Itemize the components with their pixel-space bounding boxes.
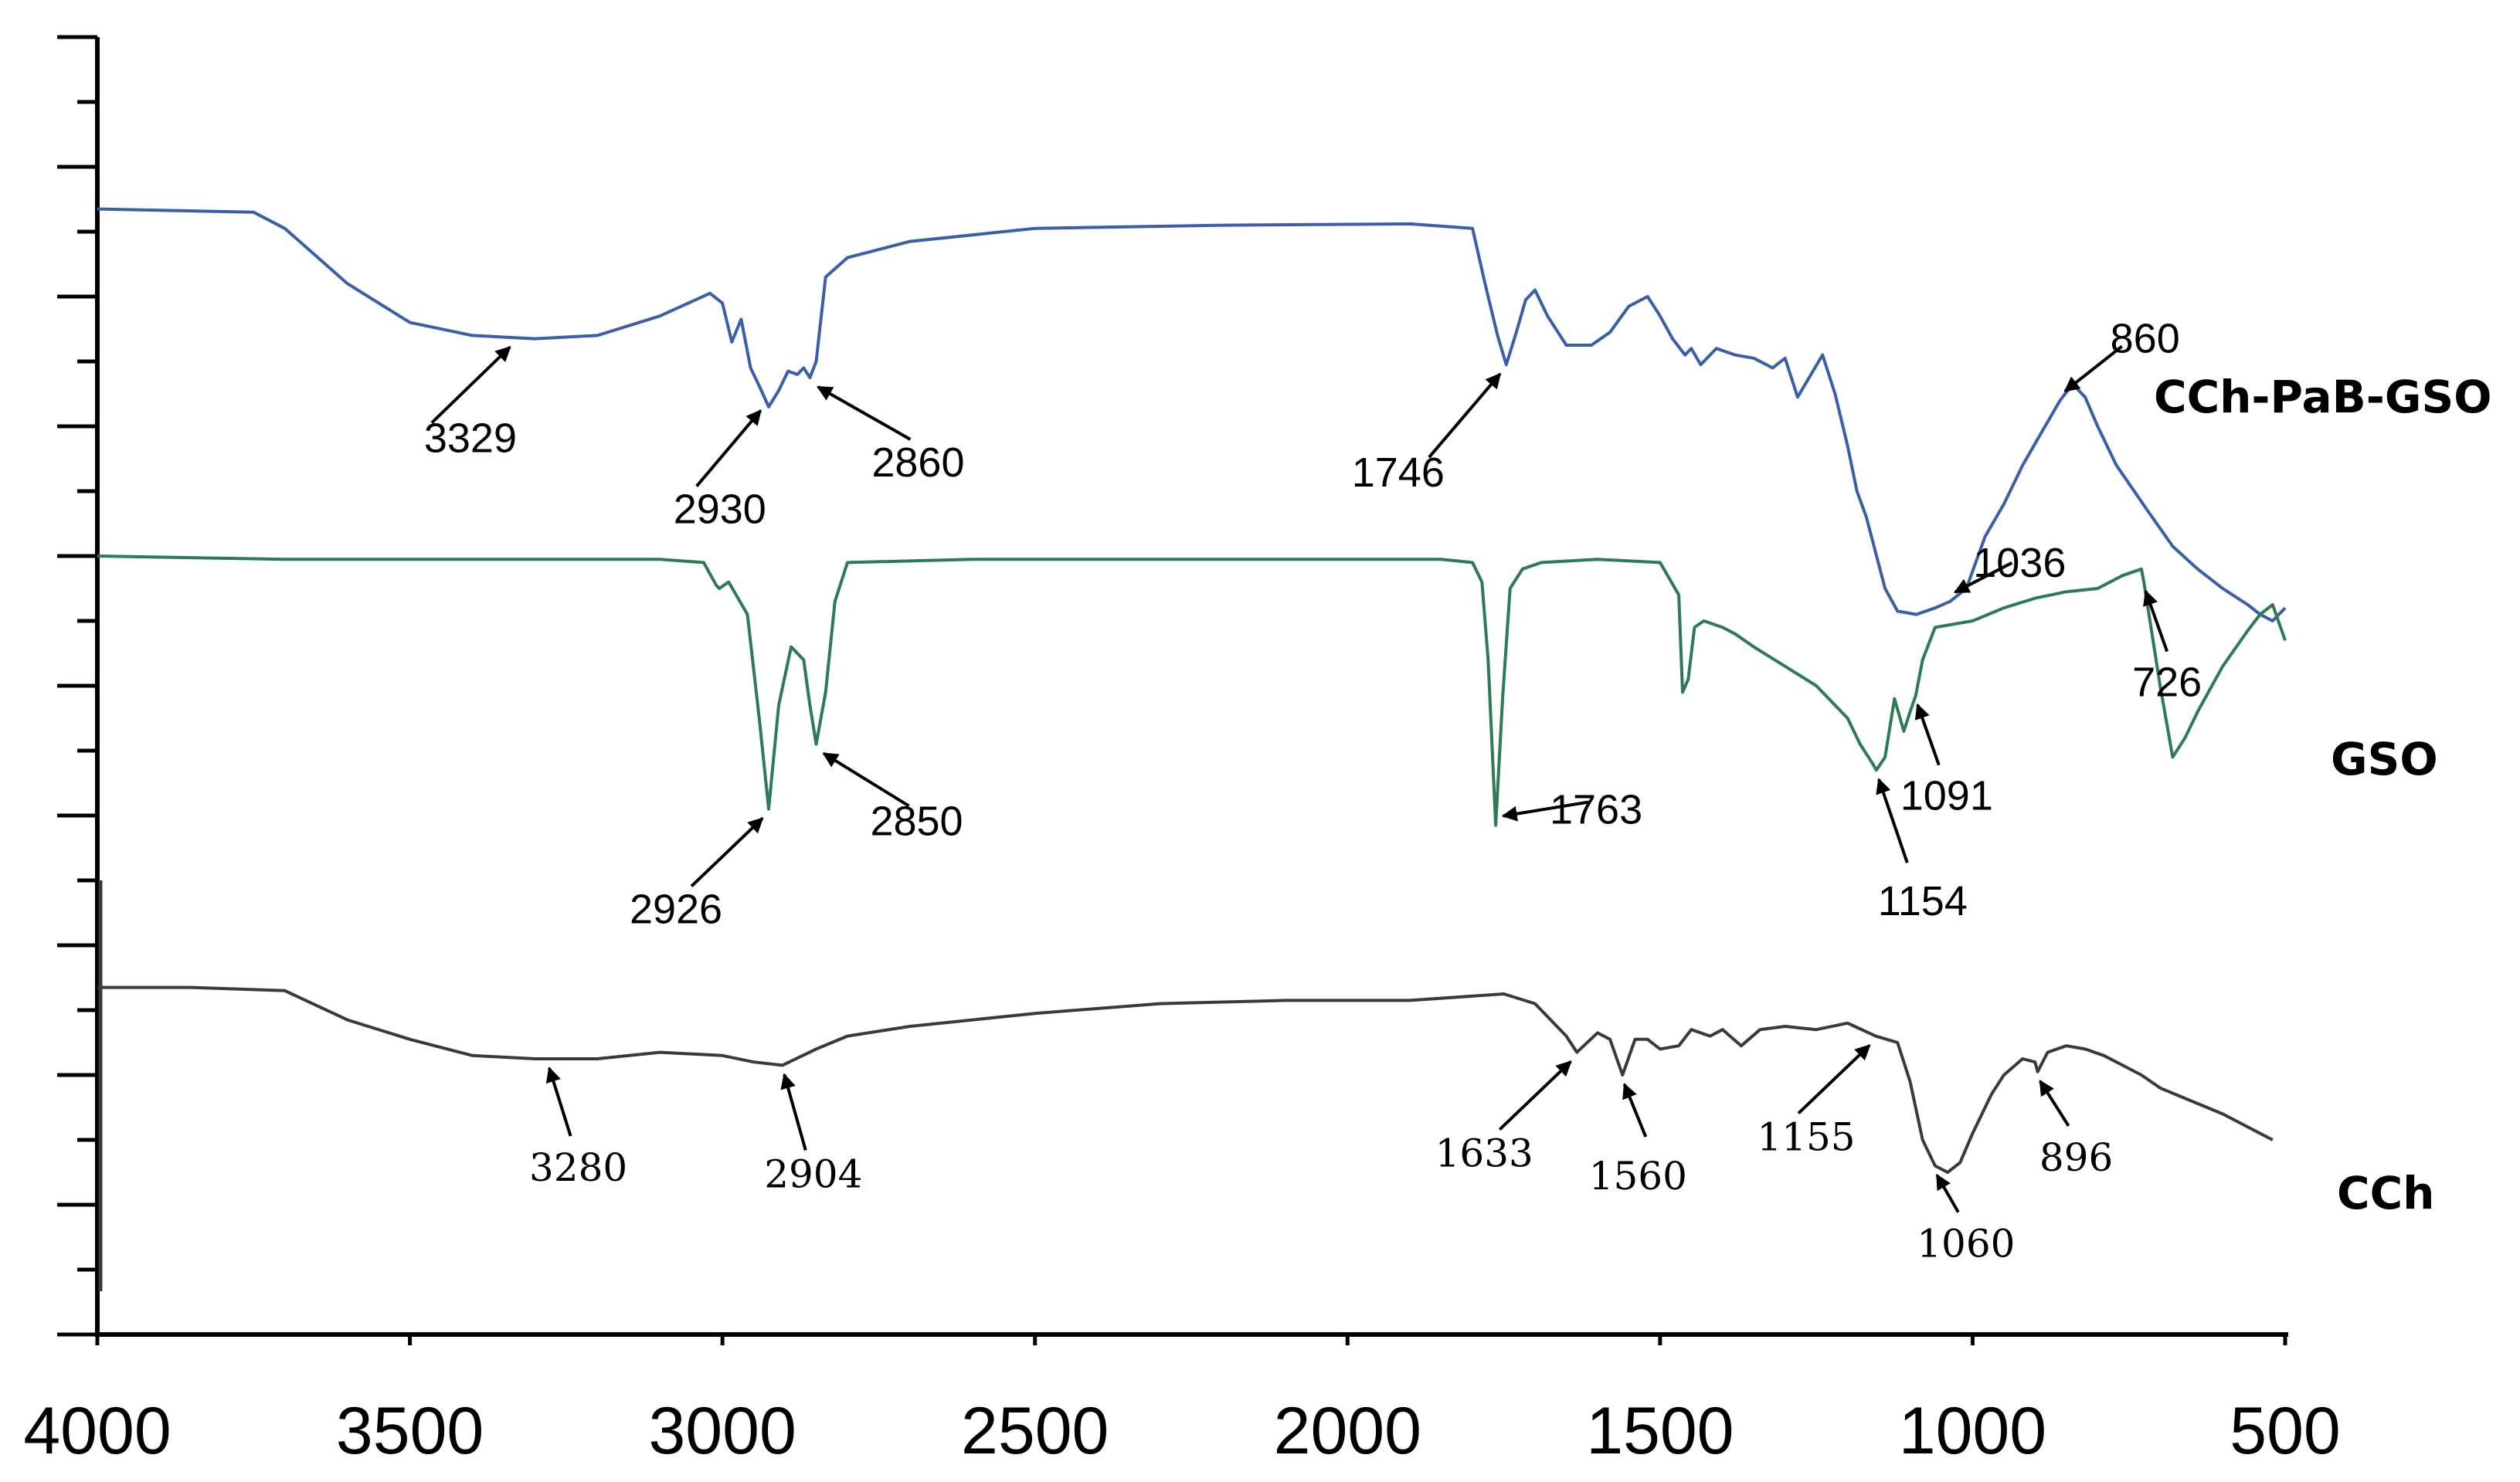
series-layer [97, 207, 2287, 1291]
peak-annotation-label: 1091 [1900, 773, 1993, 819]
annotation-arrow [1498, 1060, 1572, 1131]
peak-annotation-label: 2850 [870, 799, 963, 845]
annotation-arrow [2039, 1080, 2070, 1127]
annotation-arrow [1876, 778, 1909, 863]
annotation-arrow [1428, 372, 1502, 459]
peak-annotation-label: 1560 [1589, 1154, 1687, 1199]
peak-annotation-label: 3329 [424, 415, 517, 461]
x-tick-label: 500 [2230, 1394, 2341, 1468]
peak-annotation-label: 2904 [764, 1151, 862, 1196]
x-tick-label: 4000 [23, 1394, 171, 1468]
series-line-cch [97, 985, 2274, 1174]
x-tick-label: 3500 [336, 1394, 484, 1468]
annotation-layer: 3329 2930 2860 1746 860 1036 2926 2850 1763 1091 1… [424, 315, 2202, 1266]
x-tick-label: 2000 [1274, 1394, 1421, 1468]
annotation-arrow [817, 385, 912, 441]
axes: 4000 3500 3000 2500 2000 1500 1000 500 [23, 35, 2341, 1468]
annotation-arrow [690, 817, 764, 888]
peak-annotation-label: 2860 [871, 439, 964, 486]
peak-annotation-label: 1060 [1917, 1222, 2015, 1267]
peak-annotation-label: 896 [2039, 1135, 2113, 1180]
annotation-arrow [2063, 344, 2123, 392]
series-labels: CCh-PaB-GSO GSO CCh [2154, 371, 2492, 1219]
peak-annotation-label: 726 [2132, 660, 2202, 706]
x-ticks: 4000 3500 3000 2500 2000 1500 1000 500 [23, 1334, 2341, 1468]
annotation-arrow [1953, 561, 2013, 594]
peak-annotation-label: 2926 [630, 887, 722, 933]
annotation-arrow [1501, 800, 1589, 822]
annotation-arrow [695, 409, 762, 487]
peak-annotation-label: 1036 [1973, 540, 2066, 586]
annotation-arrow [780, 1073, 807, 1151]
x-tick-label: 1000 [1899, 1394, 2046, 1468]
series-label-cch-pab-gso: CCh-PaB-GSO [2154, 371, 2492, 423]
annotation-arrow [1797, 1044, 1871, 1115]
peak-annotation-label: 2930 [674, 487, 766, 533]
annotation-arrow [1622, 1083, 1648, 1138]
series-line-cch-pab-gso [97, 207, 2287, 622]
series-label-gso: GSO [2331, 733, 2438, 785]
series-line-gso [97, 554, 2287, 827]
x-tick-label: 1500 [1586, 1394, 1734, 1468]
x-tick-label: 2500 [961, 1394, 1109, 1468]
x-tick-label: 3000 [648, 1394, 796, 1468]
peak-annotation-label: 860 [2111, 315, 2180, 361]
y-ticks [57, 35, 97, 1337]
annotation-arrow [430, 345, 511, 424]
series-label-cch: CCh [2337, 1167, 2434, 1219]
annotation-arrow [1935, 1173, 1960, 1213]
peak-annotation-label: 1633 [1435, 1131, 1533, 1176]
peak-annotation-label: 1155 [1757, 1115, 1855, 1160]
peak-annotation-label: 1154 [1878, 878, 1968, 924]
annotation-arrow [545, 1067, 572, 1137]
peak-annotation-label: 3280 [529, 1145, 627, 1190]
annotation-arrow [2143, 589, 2169, 653]
annotation-arrow [822, 751, 910, 808]
peak-annotation-label: 1763 [1550, 787, 1642, 833]
annotation-arrow [1914, 703, 1941, 766]
peak-annotation-label: 1746 [1352, 449, 1445, 496]
